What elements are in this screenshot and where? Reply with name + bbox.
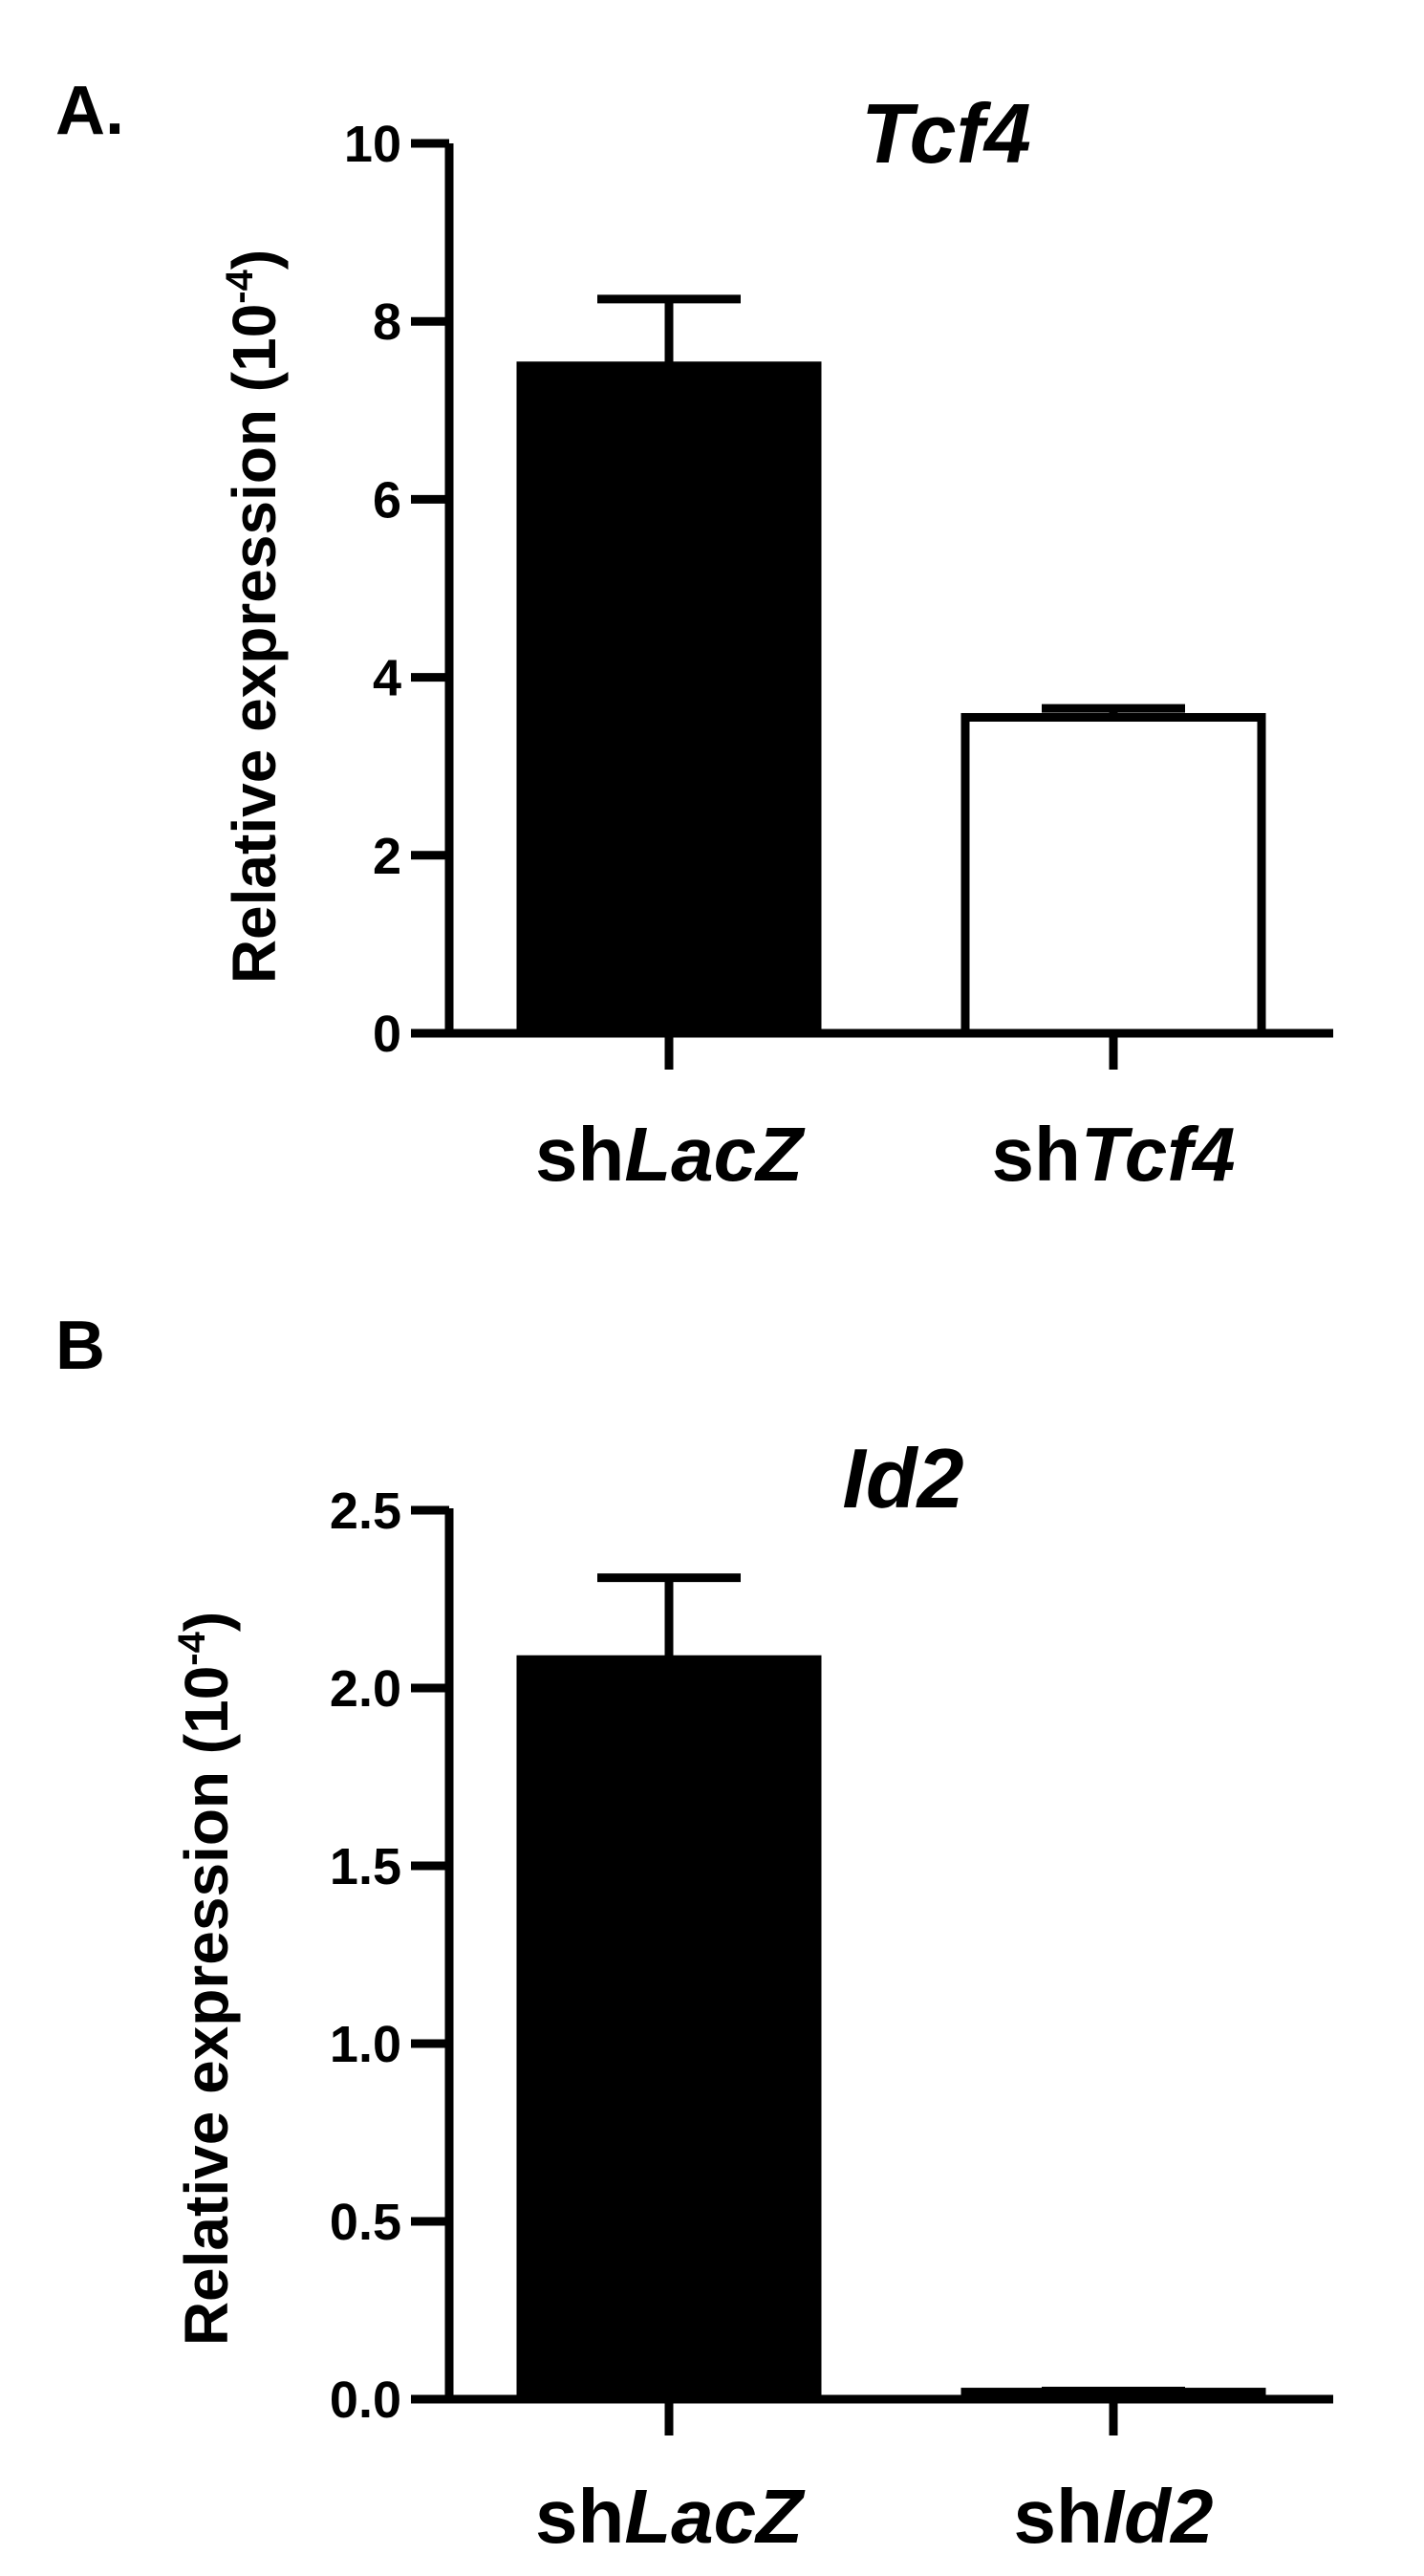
panel-a-y-tick-label: 10 — [344, 116, 401, 173]
panel-a-label: A. — [55, 73, 124, 149]
panel-b-bar — [960, 2388, 1266, 2404]
panel-a-y-tick-label: 2 — [373, 828, 401, 885]
panel-b-y-tick-label: 2.5 — [330, 1483, 401, 1540]
panel-a: A. Tcf4 Relative expression (10-4) 0 2 4 6 8… — [55, 73, 1333, 1197]
panel-a-y-tick-label: 4 — [373, 650, 401, 707]
panel-b: B Id2 Relative expression (10-4) 0.0 0.5 1… — [55, 1308, 1333, 2559]
panel-b-y-ticks: 0.0 0.5 1.0 1.5 2.0 2.5 — [330, 1483, 449, 2429]
panel-b-y-tick-label: 0.0 — [330, 2371, 401, 2429]
panel-a-bars — [516, 294, 1266, 1070]
panel-a-bar — [516, 361, 822, 1038]
panel-b-bars — [516, 1573, 1266, 2435]
panel-a-y-ticks: 0 2 4 6 8 10 — [344, 116, 449, 1063]
panel-b-category-label: shId2 — [1014, 2474, 1214, 2559]
panel-b-label: B — [55, 1308, 105, 1384]
panel-b-y-label: Relative expression (10-4) — [171, 1612, 241, 2346]
panel-a-category-label: shTcf4 — [992, 1112, 1236, 1197]
panel-b-title: Id2 — [842, 1431, 963, 1526]
panel-a-y-tick-label: 6 — [373, 471, 401, 529]
panel-a-bar — [960, 712, 1266, 1038]
panel-a-y-tick-label: 8 — [373, 293, 401, 351]
panel-a-y-label: Relative expression (10-4) — [219, 249, 289, 984]
panel-b-y-tick-label: 2.0 — [330, 1660, 401, 1718]
panel-a-title: Tcf4 — [861, 86, 1031, 181]
panel-b-y-tick-label: 1.5 — [330, 1838, 401, 1895]
panel-b-category-label: shLacZ — [535, 2474, 806, 2559]
panel-a-category-label: shLacZ — [535, 1112, 806, 1197]
panel-b-y-tick-label: 1.0 — [330, 2016, 401, 2073]
panel-b-bar — [516, 1655, 822, 2404]
panel-a-y-tick-label: 0 — [373, 1006, 401, 1063]
panel-b-y-tick-label: 0.5 — [330, 2194, 401, 2251]
